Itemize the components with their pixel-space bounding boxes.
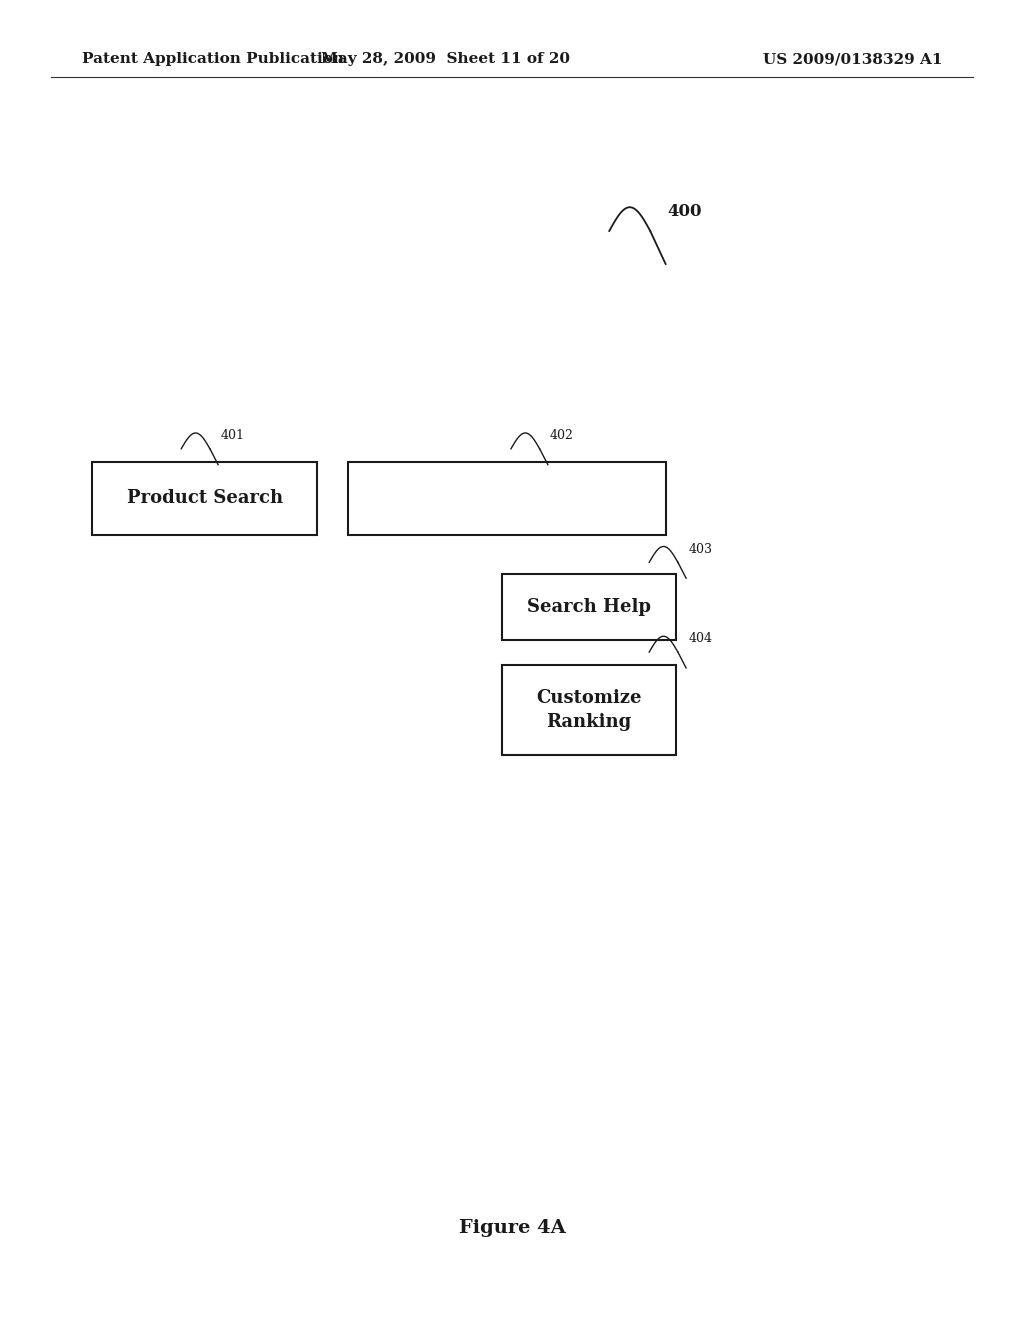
Text: Customize
Ranking: Customize Ranking [536,689,642,731]
Text: Patent Application Publication: Patent Application Publication [82,53,344,66]
Text: 403: 403 [688,543,712,556]
Text: Product Search: Product Search [127,490,283,507]
FancyBboxPatch shape [502,574,676,640]
FancyBboxPatch shape [92,462,317,535]
Text: 402: 402 [550,429,573,442]
Text: US 2009/0138329 A1: US 2009/0138329 A1 [763,53,942,66]
Text: Search Help: Search Help [526,598,651,616]
FancyBboxPatch shape [502,665,676,755]
FancyBboxPatch shape [348,462,666,535]
Text: May 28, 2009  Sheet 11 of 20: May 28, 2009 Sheet 11 of 20 [321,53,570,66]
Text: 404: 404 [688,632,712,645]
Text: 401: 401 [220,429,244,442]
Text: Figure 4A: Figure 4A [459,1218,565,1237]
Text: 400: 400 [668,203,702,220]
